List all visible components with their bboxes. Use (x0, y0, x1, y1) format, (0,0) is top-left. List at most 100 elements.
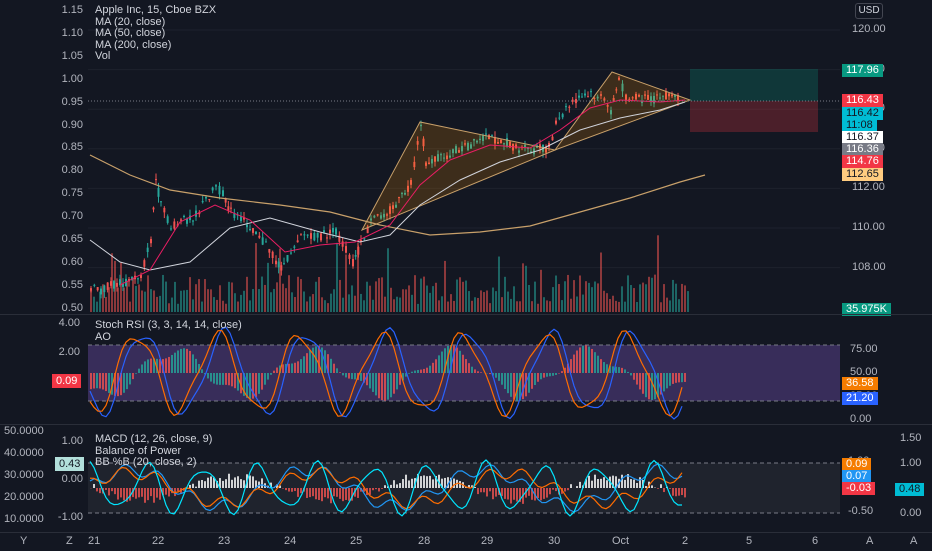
price-axis-tick: 110.00 (852, 221, 885, 233)
legend-bb[interactable]: BB %B (20, close, 2) (95, 457, 212, 469)
ao-bar (372, 373, 374, 392)
candle-body (212, 187, 214, 190)
ao-bar (474, 369, 476, 373)
volume-bar (381, 277, 383, 312)
macd-hist-bar (318, 488, 320, 500)
ao-bar (189, 351, 191, 373)
ao-bar (300, 359, 302, 373)
macd-hist-bar (639, 477, 641, 488)
ao-bar (333, 364, 335, 373)
time-axis-label: 30 (548, 535, 560, 547)
macd-pane[interactable]: MACD (12, 26, close, 9) Balance of Power… (0, 425, 932, 532)
candle-body (355, 255, 357, 257)
ao-bar (441, 352, 443, 373)
volume-bar (393, 299, 395, 312)
volume-bar (342, 298, 344, 312)
volume-bar (657, 235, 659, 312)
candle-body (552, 137, 554, 141)
volume-bar (273, 289, 275, 312)
ao-bar (456, 348, 458, 373)
legend-ao[interactable]: AO (95, 332, 242, 344)
price-axis-tick: 108.00 (852, 261, 886, 273)
volume-bar (417, 304, 419, 312)
candle-body (110, 281, 112, 286)
volume-bar (405, 289, 407, 312)
legend-symbol-title[interactable]: Apple Inc, 15, Cboe BZX (95, 5, 216, 17)
macd-hist-bar (396, 484, 398, 488)
ao-bar (555, 373, 557, 375)
left-axis-tick: 0.80 (62, 164, 83, 176)
volume-bar (531, 301, 533, 312)
ao-bar (258, 373, 260, 394)
legend-ma50[interactable]: MA (50, close) (95, 28, 216, 40)
candle-body (363, 238, 365, 239)
ao-bar (531, 373, 533, 389)
bop-value-tag: 0.43 (55, 457, 84, 471)
corner-button-right[interactable]: A (866, 535, 873, 547)
volume-bar (279, 249, 281, 312)
volume-bar (387, 248, 389, 312)
ao-bar (210, 373, 212, 382)
macd-hist-bar (489, 488, 491, 491)
legend-stoch-rsi[interactable]: Stoch RSI (3, 3, 14, 14, close) (95, 320, 242, 332)
macd-hist-bar (594, 475, 596, 488)
macd-outer-tick: 1.00 (900, 457, 921, 469)
ao-bar (351, 373, 353, 379)
corner-button-left2[interactable]: Z (66, 535, 73, 547)
volume-bar (594, 281, 596, 312)
volume-bar (627, 275, 629, 312)
corner-button-right2[interactable]: A (910, 535, 917, 547)
ao-bar (273, 371, 275, 373)
macd-hist-bar (486, 488, 488, 496)
volume-bar (372, 300, 374, 312)
macd-hist-bar (165, 488, 167, 495)
volume-bar (456, 279, 458, 312)
left-axis-tick: 0.75 (62, 187, 83, 199)
legend-volume[interactable]: Vol (95, 51, 216, 63)
volume-bar (498, 257, 500, 312)
time-axis-label: 21 (88, 535, 100, 547)
volume-bar (492, 288, 494, 312)
macd-far-left-tick: 10.0000 (4, 513, 44, 525)
candle-body (140, 275, 142, 278)
candle-body (581, 97, 583, 98)
ao-bar (369, 373, 371, 388)
main-price-pane[interactable]: Apple Inc, 15, Cboe BZX MA (20, close) M… (0, 0, 932, 314)
legend-macd[interactable]: MACD (12, 26, close, 9) (95, 434, 212, 446)
macd-outer-tick: 1.50 (900, 432, 921, 444)
volume-bar (426, 286, 428, 312)
volume-bar (651, 278, 653, 312)
price-tag: 117.96 (842, 64, 883, 77)
ao-bar (147, 359, 149, 373)
candle-body (268, 249, 270, 253)
ao-bar (129, 373, 131, 384)
macd-left-tick: 1.00 (62, 435, 83, 447)
volume-bar (528, 285, 530, 312)
corner-button-left[interactable]: Y (20, 535, 27, 547)
volume-bar (225, 304, 227, 312)
macd-hist-bar (426, 476, 428, 488)
ao-bar (360, 373, 362, 381)
volume-bar (678, 299, 680, 312)
ao-bar (384, 373, 386, 401)
price-tag: 114.76 (842, 155, 883, 168)
macd-hist-bar (495, 488, 497, 497)
volume-bar (255, 243, 257, 312)
candle-body (300, 234, 302, 235)
legend-ma200[interactable]: MA (200, close) (95, 40, 216, 52)
macd-hist-bar (669, 488, 671, 489)
ao-bar (675, 373, 677, 383)
ao-bar (411, 372, 413, 373)
macd-hist-bar (630, 479, 632, 488)
candle-body (160, 201, 162, 202)
macd-hist-bar (243, 480, 245, 488)
ao-bar (150, 359, 152, 373)
volume-bar (183, 290, 185, 312)
candle-body (310, 233, 312, 239)
macd-hist-bar (423, 475, 425, 488)
currency-button[interactable]: USD (855, 3, 883, 19)
macd-hist-bar (99, 488, 101, 493)
